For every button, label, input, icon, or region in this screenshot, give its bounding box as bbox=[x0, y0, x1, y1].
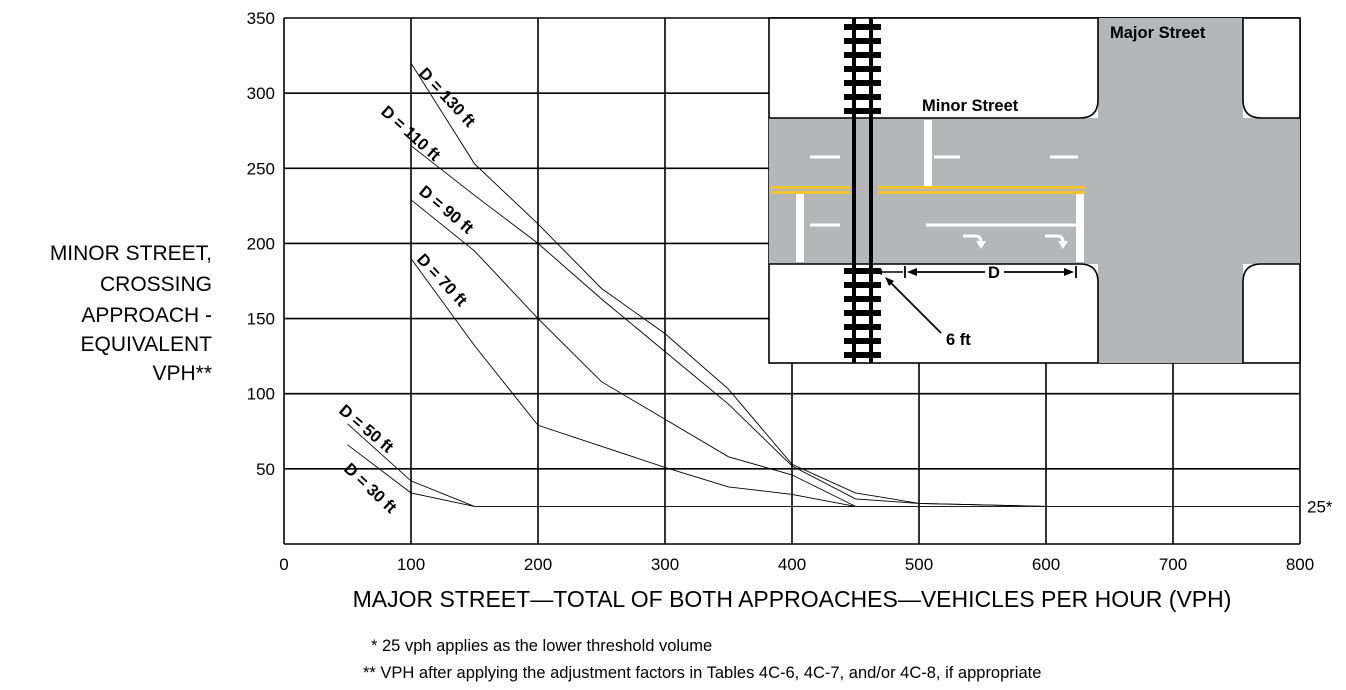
y-axis-label: MINOR STREET, CROSSING APPROACH - EQUIVA… bbox=[0, 242, 212, 385]
intersection-inset: Major Street Minor Street D 6 ft bbox=[768, 17, 1301, 364]
clearance-label: 6 ft bbox=[946, 331, 971, 349]
footnote-threshold: * 25 vph applies as the lower threshold … bbox=[371, 637, 713, 655]
stop-bar bbox=[924, 120, 932, 186]
series-label: D = 50 ft bbox=[335, 401, 396, 457]
yellow-centerline bbox=[771, 191, 850, 194]
rail bbox=[852, 18, 856, 363]
railroad-tie bbox=[844, 94, 881, 100]
y-axis-label-line: MINOR STREET, bbox=[49, 242, 212, 265]
railroad-tie bbox=[844, 80, 881, 86]
railroad-tie bbox=[844, 38, 881, 44]
railroad-tie bbox=[844, 52, 881, 58]
series-line bbox=[347, 423, 475, 507]
clearance-leader bbox=[887, 279, 942, 334]
railroad-tie bbox=[844, 282, 881, 288]
y-tick-label: 250 bbox=[247, 159, 275, 178]
railroad-tie bbox=[844, 324, 881, 330]
dimension-arrowhead bbox=[907, 268, 917, 276]
major-street-label: Major Street bbox=[1110, 24, 1206, 42]
series-line bbox=[410, 199, 856, 507]
railroad-tie bbox=[844, 24, 881, 30]
y-tick-label: 50 bbox=[256, 460, 275, 479]
y-tick-label: 350 bbox=[247, 9, 275, 28]
distance-label: D bbox=[988, 264, 1000, 282]
railroad-tie bbox=[844, 352, 881, 358]
footnote-adjustment: ** VPH after applying the adjustment fac… bbox=[363, 664, 1042, 682]
y-tick-label: 200 bbox=[247, 234, 275, 253]
right-turn-arrow bbox=[963, 234, 983, 243]
yellow-centerline bbox=[771, 186, 850, 189]
railroad-tie bbox=[844, 310, 881, 316]
series-label: D = 90 ft bbox=[415, 182, 476, 238]
curb-top-right bbox=[1242, 18, 1300, 119]
series-line bbox=[347, 444, 475, 507]
y-tick-label: 150 bbox=[247, 310, 275, 329]
x-tick-label: 700 bbox=[1159, 555, 1187, 574]
y-tick-label: 300 bbox=[247, 84, 275, 103]
clearance-arrowhead bbox=[885, 277, 894, 286]
series-line bbox=[410, 62, 1047, 507]
railroad-tie bbox=[844, 296, 881, 302]
curb-bottom-left bbox=[769, 263, 1099, 363]
dimension-arrowhead bbox=[1064, 268, 1074, 276]
right-turn-arrow bbox=[1058, 241, 1068, 249]
railroad-tie bbox=[844, 108, 881, 114]
curb-bottom-right bbox=[1242, 263, 1300, 363]
y-axis-label-line: EQUIVALENT bbox=[80, 333, 212, 356]
yellow-centerline bbox=[878, 186, 1085, 189]
x-tick-label: 200 bbox=[524, 555, 552, 574]
stop-bar bbox=[796, 194, 804, 262]
x-tick-label: 600 bbox=[1032, 555, 1060, 574]
x-tick-label: 400 bbox=[778, 555, 806, 574]
yellow-centerline bbox=[878, 191, 1085, 194]
x-tick-label: 100 bbox=[397, 555, 425, 574]
x-axis-label: MAJOR STREET—TOTAL OF BOTH APPROACHES—VE… bbox=[352, 586, 1232, 612]
x-tick-label: 800 bbox=[1286, 555, 1314, 574]
stop-bar bbox=[1076, 194, 1084, 262]
series-label: D = 130 ft bbox=[415, 64, 479, 131]
railroad-tie bbox=[844, 268, 881, 274]
x-tick-label: 500 bbox=[905, 555, 933, 574]
clearance-arrowhead bbox=[875, 269, 882, 275]
curb-top-left bbox=[769, 18, 1099, 119]
y-axis-label-line: CROSSING bbox=[99, 273, 212, 296]
threshold-label: 25* bbox=[1307, 497, 1333, 516]
rail bbox=[869, 18, 873, 363]
right-turn-arrow bbox=[976, 241, 986, 249]
railroad-tie bbox=[844, 66, 881, 72]
railroad-tie bbox=[844, 338, 881, 344]
series-line bbox=[410, 145, 1047, 507]
right-turn-arrow bbox=[1045, 234, 1065, 243]
series-line bbox=[410, 258, 856, 507]
minor-street-label: Minor Street bbox=[922, 97, 1019, 115]
y-axis-label-line: APPROACH - bbox=[81, 304, 212, 327]
y-tick-label: 100 bbox=[247, 385, 275, 404]
y-axis-label-line: VPH** bbox=[152, 362, 212, 385]
x-tick-label: 300 bbox=[651, 555, 679, 574]
x-tick-label: 0 bbox=[279, 555, 288, 574]
